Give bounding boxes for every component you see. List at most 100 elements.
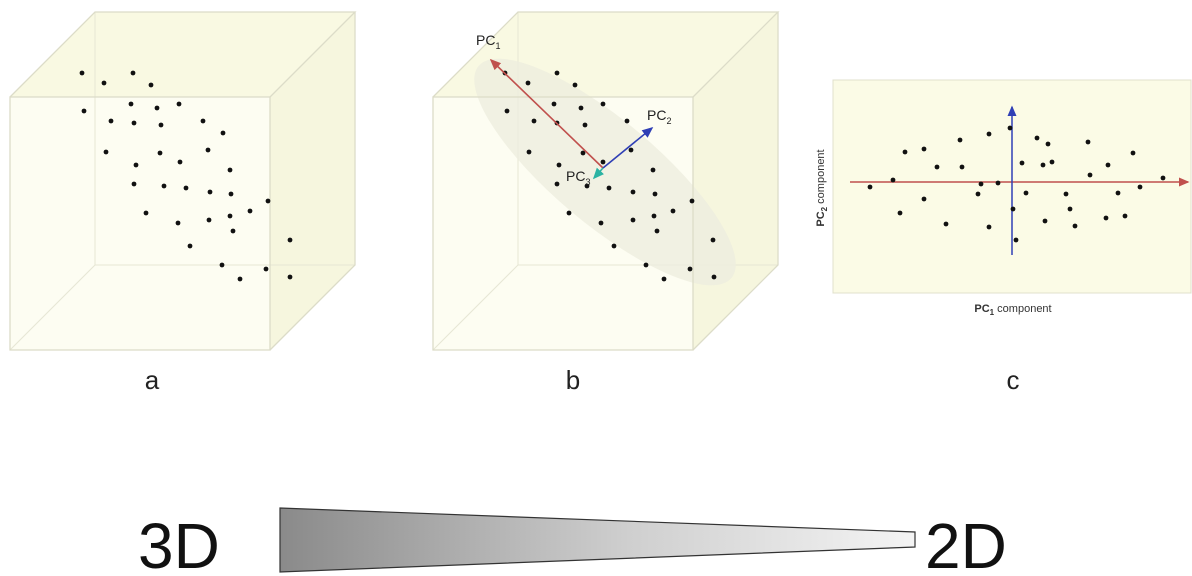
cube-b-point — [598, 220, 604, 226]
pc2-arrow — [602, 126, 654, 169]
cube-a-back-diagonal — [9, 264, 96, 351]
panel-a-cube — [9, 11, 357, 351]
cube-b-point — [572, 82, 578, 88]
cube-a-point — [265, 198, 271, 204]
cube-a-point — [237, 276, 243, 282]
cube-b-point — [651, 213, 657, 219]
cube-a-point — [131, 120, 137, 126]
cube-b-point — [711, 274, 717, 280]
plot-c-point — [943, 221, 949, 227]
cube-a-point — [175, 220, 181, 226]
cube-b-point — [643, 262, 649, 268]
cube-b-point — [670, 208, 676, 214]
cube-b-point — [578, 105, 584, 111]
cube-a-point — [183, 185, 189, 191]
cube-b-point — [531, 118, 537, 124]
cube-b-back-diagonal — [432, 264, 519, 351]
cube-a-point — [177, 159, 183, 165]
plot-c-point — [902, 149, 908, 155]
cube-b-point — [624, 118, 630, 124]
plot-c-point — [1067, 206, 1073, 212]
cube-b-point — [654, 228, 660, 234]
plot-c-point — [1130, 150, 1136, 156]
cube-a-front-face — [10, 97, 270, 350]
cube-b-right-edge — [692, 12, 779, 351]
plot-c-point — [986, 224, 992, 230]
cube-a-point — [227, 213, 233, 219]
cube-a-point — [158, 122, 164, 128]
plot-c-point — [867, 184, 873, 190]
cube-a-point — [81, 108, 87, 114]
cube-b-point — [606, 185, 612, 191]
plot-c-point — [1137, 184, 1143, 190]
plot-c-point — [1105, 162, 1111, 168]
panel-a-label: a — [145, 365, 160, 395]
cube-a-point — [79, 70, 85, 76]
cube-a-point — [161, 183, 167, 189]
plot-c-point — [897, 210, 903, 216]
cube-b-point — [554, 70, 560, 76]
cube-a-point — [187, 243, 193, 249]
cube-a-points — [79, 70, 293, 282]
plot-c-point — [1019, 160, 1025, 166]
cube-b-point — [556, 162, 562, 168]
pc3-arrow — [592, 167, 604, 180]
x-axis-label: PC1 component — [974, 303, 1051, 317]
cube-a-point — [133, 162, 139, 168]
to-dimension-label: 2D — [925, 510, 1007, 576]
panel-c-label: c — [1007, 365, 1020, 395]
cube-b-point — [582, 122, 588, 128]
cube-a-point — [101, 80, 107, 86]
pc1-arrow — [489, 58, 604, 169]
cube-b-point — [661, 276, 667, 282]
cube-a-point — [205, 147, 211, 153]
pc2-label: PC2 — [647, 107, 671, 126]
cube-b-point — [525, 80, 531, 86]
cube-a-point — [263, 266, 269, 272]
panel-b-label: b — [566, 365, 580, 395]
plot-c-point — [890, 177, 896, 183]
cube-b-point — [554, 181, 560, 187]
cube-b-point — [689, 198, 695, 204]
plot-c-point — [1063, 191, 1069, 197]
plot-c-point — [1007, 125, 1013, 131]
cube-b-point — [526, 149, 532, 155]
plot-c-point — [1103, 215, 1109, 221]
panel-b-cube: PC1 PC2 PC3 — [432, 11, 780, 351]
pc1-label: PC1 — [476, 32, 500, 51]
plot-c-point — [1122, 213, 1128, 219]
cube-b-point — [687, 266, 693, 272]
cube-a-point — [230, 228, 236, 234]
cube-b-point — [584, 183, 590, 189]
cube-b-point — [600, 101, 606, 107]
cube-a-point — [130, 70, 136, 76]
plot-c-point — [1045, 141, 1051, 147]
cube-a-point — [103, 149, 109, 155]
plot-c-point — [1072, 223, 1078, 229]
y-axis-label: PC2 component — [815, 149, 829, 226]
cube-b-points — [502, 70, 717, 282]
plot-c-point — [959, 164, 965, 170]
plot-c-point — [1049, 159, 1055, 165]
cube-a-point — [154, 105, 160, 111]
plot-c-point — [1160, 175, 1166, 181]
cube-b-point — [580, 150, 586, 156]
plot-c-point — [1040, 162, 1046, 168]
plot-c-point — [934, 164, 940, 170]
pc3-label: PC3 — [566, 168, 590, 187]
plot-c-point — [1010, 206, 1016, 212]
cube-b-point — [652, 191, 658, 197]
cube-a-point — [227, 167, 233, 173]
plot-c-point — [978, 181, 984, 187]
cube-a-top-edge — [9, 11, 357, 98]
plot-c-point — [1042, 218, 1048, 224]
cube-a-right-edge — [269, 12, 356, 351]
plot-c-point — [921, 146, 927, 152]
cube-a-point — [148, 82, 154, 88]
cube-a-point — [220, 130, 226, 136]
plot-c-point — [1023, 190, 1029, 196]
from-dimension-label: 3D — [138, 510, 220, 576]
cube-b-point — [504, 108, 510, 114]
cube-a-point — [247, 208, 253, 214]
